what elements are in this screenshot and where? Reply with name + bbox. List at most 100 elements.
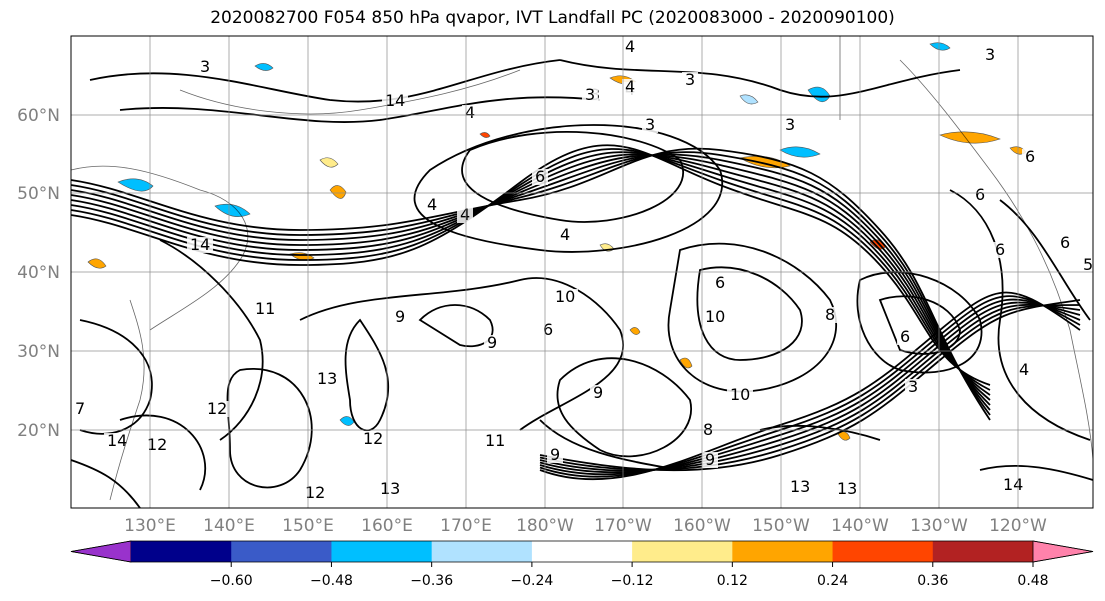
contour-label: 13 bbox=[837, 479, 857, 498]
contour-label: 3 bbox=[785, 115, 795, 134]
latitude-tick-labels: 60°N 50°N 40°N 30°N 20°N bbox=[17, 106, 60, 441]
contour-label-bg bbox=[834, 481, 860, 497]
contour-label-bg bbox=[727, 387, 753, 403]
contour-label-bg bbox=[377, 481, 403, 497]
longitude-label: 180°W bbox=[516, 516, 574, 536]
contour-line bbox=[539, 291, 1081, 481]
contour-label-bg bbox=[982, 47, 998, 63]
gridlines-layer bbox=[71, 36, 1093, 508]
contour-label-bg bbox=[590, 385, 606, 401]
anomaly-patch bbox=[629, 327, 641, 335]
contour-label: 13 bbox=[790, 477, 810, 496]
anomaly-patch bbox=[739, 94, 759, 105]
anomaly-patch bbox=[479, 132, 491, 138]
contour-label-bg bbox=[1000, 477, 1026, 493]
contour-label: 3 bbox=[985, 45, 995, 64]
contour-line bbox=[70, 459, 141, 509]
contour-line bbox=[70, 147, 991, 421]
contour-line bbox=[667, 242, 838, 393]
contour-label-bg bbox=[104, 433, 130, 449]
colorbar-tick-label: 0.24 bbox=[817, 573, 848, 589]
contour-line bbox=[70, 151, 991, 396]
anomaly-patch bbox=[117, 178, 154, 192]
coastlines-layer bbox=[70, 36, 1094, 501]
longitude-label: 160°W bbox=[673, 516, 731, 536]
contour-label-bg bbox=[360, 431, 386, 447]
contour-label: 10 bbox=[555, 287, 575, 306]
colorbar-tick-label: −0.24 bbox=[510, 573, 553, 589]
longitude-label: 140°E bbox=[203, 516, 255, 536]
contour-label: 4 bbox=[625, 77, 635, 96]
colorbar-tick-label: −0.48 bbox=[310, 573, 353, 589]
contour-line bbox=[70, 154, 991, 406]
contour-label: 4 bbox=[1019, 360, 1029, 379]
contour-label: 11 bbox=[485, 431, 505, 450]
longitude-label: 130°E bbox=[124, 516, 176, 536]
contour-line bbox=[556, 357, 692, 458]
anomaly-patch bbox=[87, 258, 107, 269]
colorbar-tick-label: −0.12 bbox=[611, 573, 654, 589]
coastline bbox=[899, 59, 1094, 461]
contour-line bbox=[119, 96, 601, 123]
colorbar-swatch bbox=[932, 541, 1034, 562]
contour-label: 9 bbox=[487, 333, 497, 352]
colorbar-extend-high bbox=[1032, 540, 1094, 563]
contour-label-bg bbox=[622, 39, 638, 55]
contour-label-bg bbox=[905, 379, 921, 395]
contour-label-bg bbox=[1057, 235, 1073, 251]
contour-label-bg bbox=[540, 322, 556, 338]
contour-label-bg bbox=[1016, 362, 1032, 378]
colorbar-tick-label: −0.36 bbox=[410, 573, 453, 589]
contour-label: 4 bbox=[427, 195, 437, 214]
longitude-label: 170°E bbox=[440, 516, 492, 536]
contour-label-bg bbox=[187, 237, 213, 253]
map-title: 2020082700 F054 850 hPa qvapor, IVT Land… bbox=[210, 8, 895, 28]
contour-label: 3 bbox=[200, 57, 210, 76]
contour-label-bg bbox=[702, 309, 728, 325]
contour-label-bg bbox=[897, 329, 913, 345]
contour-line bbox=[70, 148, 991, 391]
contour-line bbox=[344, 318, 390, 432]
contour-line bbox=[878, 295, 961, 355]
contour-line bbox=[89, 59, 561, 103]
contour-label-bg bbox=[204, 401, 230, 417]
latitude-label: 20°N bbox=[17, 421, 60, 441]
contour-label: 13 bbox=[380, 479, 400, 498]
latitude-label: 30°N bbox=[17, 342, 60, 362]
contour-label: 12 bbox=[147, 435, 167, 454]
contour-line bbox=[461, 131, 684, 223]
contour-label: 12 bbox=[207, 399, 227, 418]
contour-label-bg bbox=[484, 335, 500, 351]
latitude-label: 60°N bbox=[17, 106, 60, 126]
anomaly-patch bbox=[939, 131, 1001, 144]
contour-label: 6 bbox=[995, 240, 1005, 259]
contour-label: 6 bbox=[1025, 147, 1035, 166]
contour-line bbox=[759, 425, 881, 441]
colorbar-swatch bbox=[832, 541, 934, 562]
contour-label: 3 bbox=[908, 377, 918, 396]
contour-label: 6 bbox=[975, 185, 985, 204]
contour-label-bg bbox=[787, 479, 813, 495]
colorbar-swatch bbox=[632, 541, 733, 562]
contour-label: 6 bbox=[900, 327, 910, 346]
contour-label: 14 bbox=[107, 431, 127, 450]
anomaly-patch bbox=[929, 42, 951, 51]
contour-label: 3 bbox=[645, 115, 655, 134]
contour-label-bg bbox=[197, 59, 213, 75]
colorbar-swatch bbox=[231, 541, 332, 562]
longitude-label: 150°E bbox=[282, 516, 334, 536]
anomaly-patch bbox=[679, 357, 693, 369]
contour-label: 11 bbox=[255, 299, 275, 318]
longitude-tick-labels: 130°E 140°E 150°E 160°E 170°E 180°W 170°W 160°W… bbox=[124, 516, 1047, 536]
longitude-label: 160°E bbox=[361, 516, 413, 536]
contour-line bbox=[70, 153, 991, 401]
contour-label-bg bbox=[547, 447, 563, 463]
contour-label: 4 bbox=[465, 103, 475, 122]
contour-label-bg bbox=[712, 275, 728, 291]
colorbar-swatch bbox=[732, 541, 834, 562]
contour-label: 3 bbox=[585, 85, 595, 104]
contour-label-bg bbox=[972, 187, 988, 203]
colorbar-tick-label: 0.36 bbox=[917, 573, 948, 589]
contour-label-bg bbox=[252, 301, 278, 317]
